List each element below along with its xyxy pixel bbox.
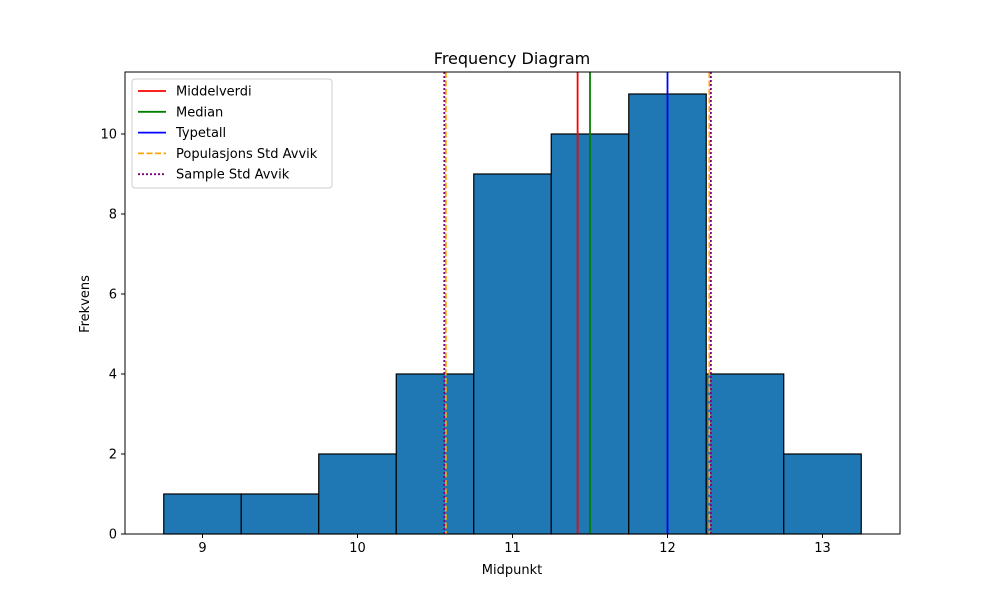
histogram-bar bbox=[240, 493, 320, 535]
legend-entry-label: Middelverdi bbox=[176, 85, 252, 100]
y-axis-title: Frekvens bbox=[78, 275, 93, 333]
x-tick-label: 12 bbox=[659, 541, 676, 556]
y-tick-label: 8 bbox=[109, 208, 117, 223]
histogram-bar bbox=[783, 453, 862, 535]
plot-area: 9 10 11 12 13 0 2 4 6 8 10 bbox=[100, 71, 901, 556]
histogram-bar bbox=[705, 373, 785, 535]
legend-frame bbox=[131, 78, 333, 189]
histogram-bar bbox=[473, 173, 552, 535]
histogram-bar bbox=[163, 493, 242, 535]
x-axis-title: Midpunkt bbox=[482, 563, 542, 578]
y-tick-label: 0 bbox=[109, 528, 117, 543]
y-tick-label: 2 bbox=[109, 448, 117, 463]
legend: Middelverdi Median Typetall Populasjons Std… bbox=[131, 78, 333, 189]
histogram-bar bbox=[318, 453, 397, 535]
y-tick-label: 10 bbox=[100, 128, 117, 143]
x-tick-label: 9 bbox=[198, 541, 206, 556]
y-tick-label: 6 bbox=[109, 288, 117, 303]
y-tick-label: 4 bbox=[109, 368, 117, 383]
chart-title: Frequency Diagram bbox=[434, 49, 590, 68]
x-tick-label: 10 bbox=[349, 541, 366, 556]
x-tick-label: 13 bbox=[814, 541, 831, 556]
x-tick-label: 11 bbox=[504, 541, 521, 556]
legend-entry-label: Sample Std Avvik bbox=[176, 168, 290, 183]
legend-entry-label: Typetall bbox=[175, 126, 226, 141]
legend-entry-label: Populasjons Std Avvik bbox=[176, 147, 318, 162]
histogram-bar bbox=[395, 373, 475, 535]
legend-entry-label: Median bbox=[176, 105, 223, 120]
